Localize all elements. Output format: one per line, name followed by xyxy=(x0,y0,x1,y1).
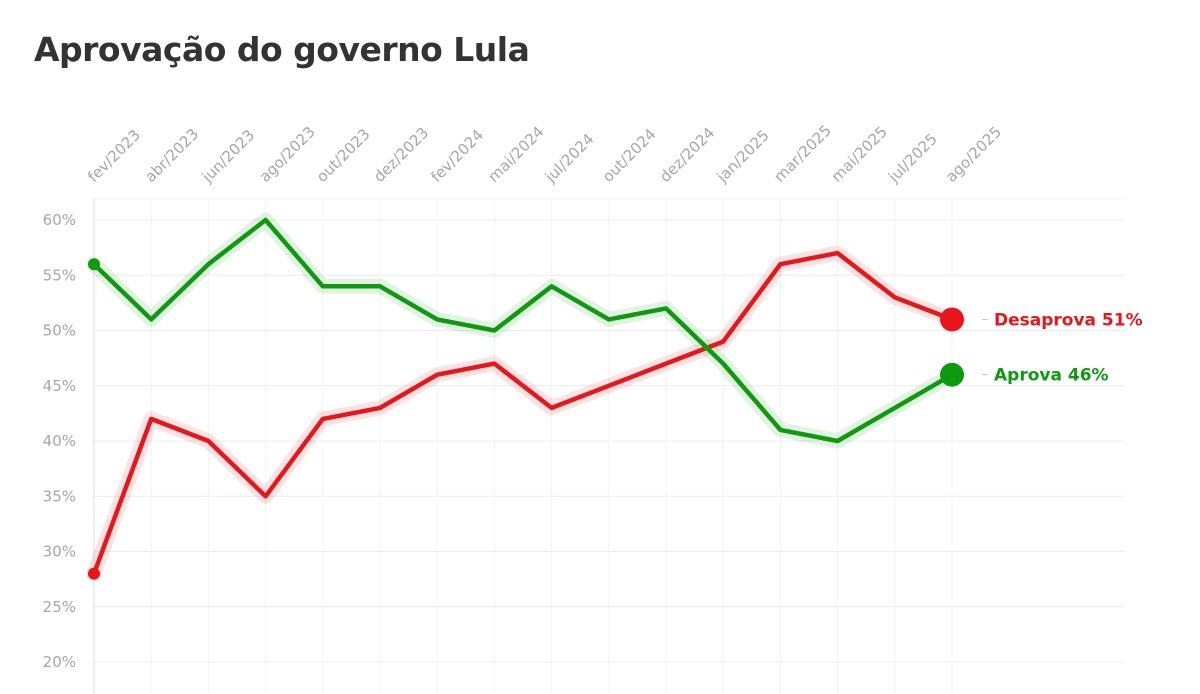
x-tick-label: mai/2025 xyxy=(828,123,891,186)
series-line-desaprova xyxy=(91,250,955,576)
x-tick-label: mai/2024 xyxy=(485,123,548,186)
end-point-desaprova xyxy=(940,307,964,332)
y-tick-label: 40% xyxy=(43,432,76,450)
x-tick-label: out/2024 xyxy=(599,125,660,186)
y-tick-label: 35% xyxy=(43,487,76,505)
start-point-desaprova xyxy=(88,567,100,580)
grid xyxy=(93,198,1124,694)
end-labels: Desaprova 51% Aprova 46% xyxy=(982,310,1143,386)
x-tick-label: ago/2023 xyxy=(256,123,319,186)
y-tick-label: 20% xyxy=(43,653,76,671)
series-line-aprova xyxy=(91,217,955,444)
series-group xyxy=(86,212,964,582)
y-tick-label: 30% xyxy=(43,543,76,561)
end-label-aprova: Aprova 46% xyxy=(994,366,1109,386)
chart-title: Aprovação do governo Lula xyxy=(34,30,530,69)
x-tick-label: fev/2024 xyxy=(427,126,487,186)
x-tick-label: jul/2025 xyxy=(884,130,941,187)
y-tick-label: 55% xyxy=(43,266,76,284)
x-tick-label: dez/2024 xyxy=(656,124,718,186)
y-tick-label: 60% xyxy=(43,211,76,229)
x-tick-label: jun/2023 xyxy=(198,126,258,186)
x-tick-label: abr/2023 xyxy=(141,125,202,186)
x-tick-label: mar/2025 xyxy=(771,121,835,185)
x-tick-label: ago/2025 xyxy=(942,123,1005,186)
x-tick-label: jul/2024 xyxy=(541,130,598,187)
start-point-aprova xyxy=(88,258,100,271)
x-tick-label: dez/2023 xyxy=(370,124,432,186)
x-tick-label: jan/2025 xyxy=(713,126,773,186)
x-tick-label: out/2023 xyxy=(313,125,374,186)
y-tick-label: 50% xyxy=(43,322,76,340)
y-tick-label: 45% xyxy=(43,377,76,395)
x-tick-label: fev/2023 xyxy=(84,126,144,186)
x-axis-ticks: fev/2023abr/2023jun/2023ago/2023out/2023… xyxy=(84,121,1005,186)
y-tick-label: 25% xyxy=(43,598,76,616)
y-axis-ticks: 20% 25% 30% 35% 40% 45% 50% 55% 60% xyxy=(43,211,76,671)
end-label-desaprova: Desaprova 51% xyxy=(994,310,1143,330)
end-point-aprova xyxy=(940,362,964,387)
